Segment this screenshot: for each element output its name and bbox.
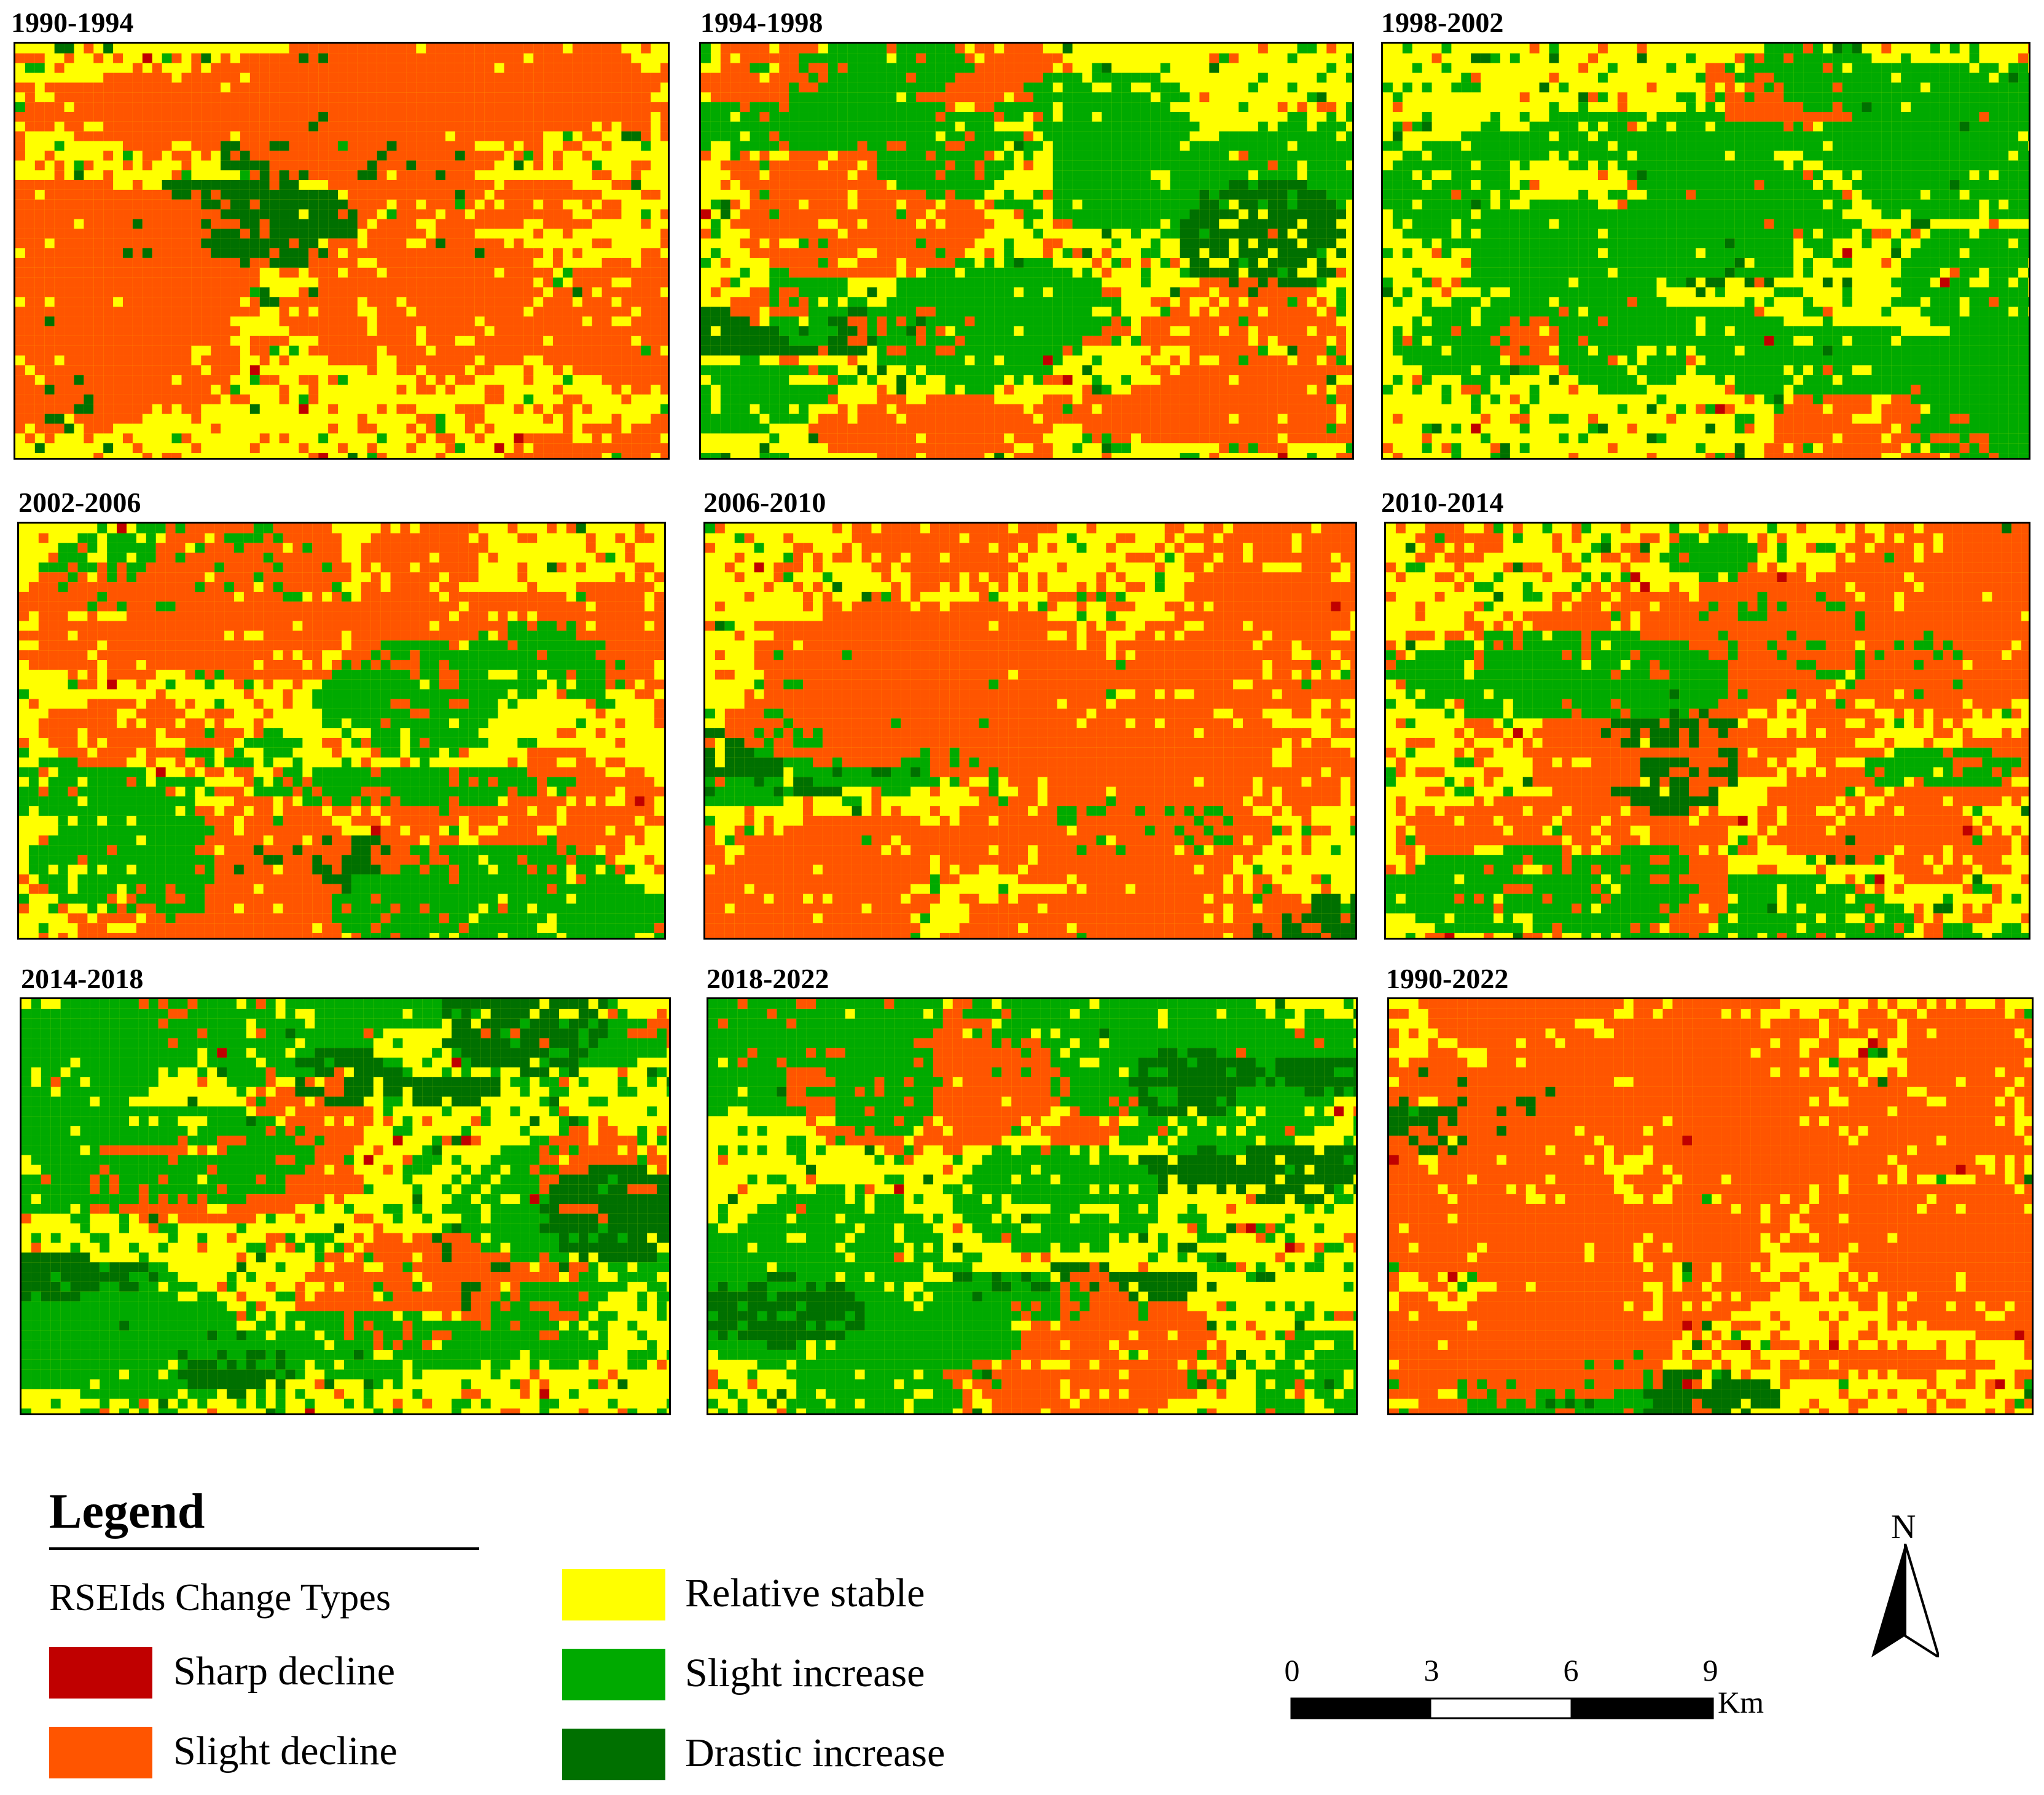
panel-title: 2006-2010 — [703, 487, 826, 518]
panel-title: 2018-2022 — [707, 963, 829, 994]
legend-swatch-sharp-decline — [49, 1647, 152, 1699]
panel-title: 2014-2018 — [21, 963, 144, 994]
legend-label: Slight decline — [173, 1729, 397, 1773]
map-panel — [20, 997, 671, 1415]
legend-label: Relative stable — [685, 1571, 925, 1616]
scale-tick-label: 0 — [1284, 1653, 1300, 1687]
panel-title: 1994-1998 — [700, 7, 823, 38]
legend-subtitle: RSEIds Change Types — [49, 1577, 391, 1619]
map-panel — [1381, 42, 2030, 460]
legend-divider — [49, 1547, 479, 1550]
panel-title: 1990-2022 — [1386, 963, 1509, 994]
map-panel — [1387, 997, 2034, 1415]
panel-title: 1998-2002 — [1381, 7, 1504, 38]
map-panel — [699, 42, 1354, 460]
legend-swatch-slight-increase — [562, 1649, 665, 1700]
map-panel — [1384, 522, 2030, 940]
legend-label: Drastic increase — [685, 1730, 946, 1775]
north-arrow-icon — [1871, 1544, 1939, 1657]
panel-title: 2002-2006 — [18, 487, 141, 518]
scale-bar — [1290, 1697, 1714, 1719]
scale-tick-label: 6 — [1563, 1653, 1579, 1687]
scale-unit: Km — [1718, 1685, 1764, 1719]
map-panel — [703, 522, 1357, 940]
panel-title: 2010-2014 — [1381, 487, 1504, 518]
north-label: N — [1891, 1508, 1916, 1546]
legend-swatch-drastic-increase — [562, 1729, 665, 1780]
panel-title: 1990-1994 — [11, 7, 134, 38]
legend-title: Legend — [49, 1485, 205, 1539]
map-panel — [707, 997, 1358, 1415]
legend-label: Slight increase — [685, 1651, 925, 1695]
scale-tick-label: 9 — [1702, 1653, 1718, 1687]
legend-label: Sharp decline — [173, 1649, 396, 1694]
legend-swatch-relative-stable — [562, 1569, 665, 1620]
legend-swatch-slight-decline — [49, 1727, 152, 1778]
map-panel — [17, 522, 666, 940]
map-panel — [14, 42, 670, 460]
scale-tick-label: 3 — [1423, 1653, 1439, 1687]
